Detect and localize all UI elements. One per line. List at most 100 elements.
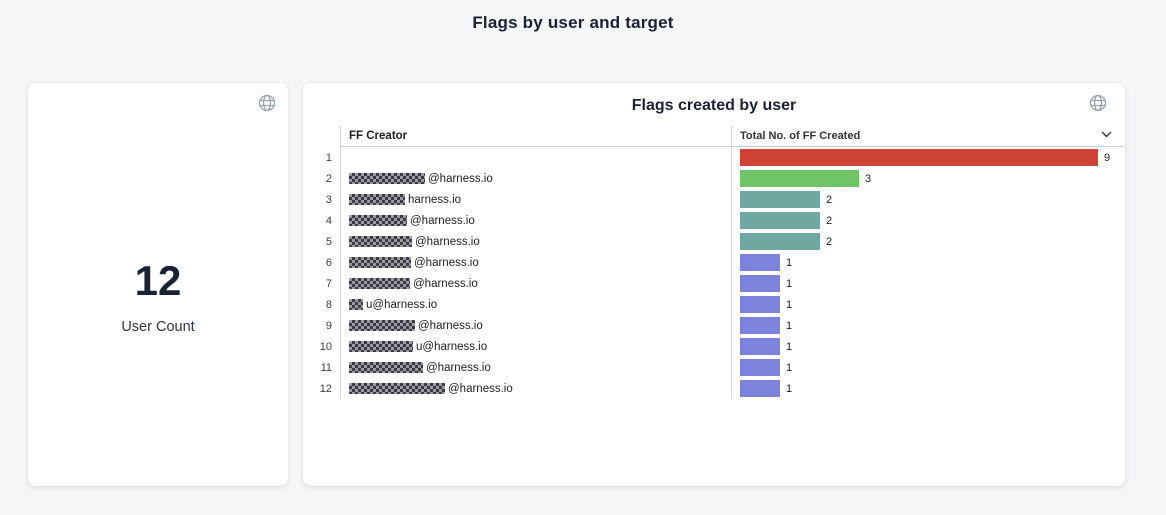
email-text: u@harness.io [366,298,438,311]
redacted-email-segment [349,236,412,247]
table-row: 6 @harness.io 1 [303,252,1124,273]
ff-creator-cell: @harness.io [340,168,731,189]
bar-cell: 3 [731,168,1124,189]
bar[interactable] [740,191,820,208]
chevron-down-icon[interactable] [1101,131,1112,138]
bar[interactable] [740,275,780,292]
tile-title: Flags created by user [631,97,797,114]
row-number: 1 [325,151,332,164]
email-text: @harness.io [418,319,483,332]
globe-icon[interactable] [1088,93,1108,113]
redacted-email-segment [349,173,425,184]
table-row: 12 @harness.io 1 [303,378,1124,399]
bar-cell: 1 [731,273,1124,294]
globe-icon[interactable] [257,93,277,113]
ff-table: FF Creator Total No. of FF Created 1 9 2 [303,126,1124,399]
email-text: @harness.io [415,235,480,248]
email-text: @harness.io [426,361,491,374]
email-text: @harness.io [414,256,479,269]
bar-value-label: 1 [786,340,793,353]
redacted-email-segment [349,383,445,394]
bar-value-label: 1 [786,382,793,395]
bar-cell: 1 [731,357,1124,378]
row-number-header [303,126,340,147]
row-number: 2 [325,172,332,185]
table-row: 9 @harness.io 1 [303,315,1124,336]
bar[interactable] [740,233,820,250]
bar-value-label: 3 [865,172,872,185]
bar[interactable] [740,380,780,397]
table-row: 2 @harness.io 3 [303,168,1124,189]
bar[interactable] [740,170,859,187]
ff-creator-cell: @harness.io [340,252,731,273]
table-row: 4 @harness.io 2 [303,210,1124,231]
user-count-value: 12 [134,257,182,305]
user-count-label: User Count [121,318,195,335]
email-text: @harness.io [413,277,478,290]
redacted-email-segment [349,257,411,268]
bar-value-label: 2 [826,193,833,206]
bar-cell: 1 [731,294,1124,315]
bar-value-label: 1 [786,319,793,332]
bar-value-label: 2 [826,235,833,248]
table-row: 8 u@harness.io 1 [303,294,1124,315]
bar-cell: 1 [731,252,1124,273]
row-number: 5 [325,235,332,248]
row-number: 9 [325,319,332,332]
bar-cell: 2 [731,210,1124,231]
bar[interactable] [740,254,780,271]
redacted-email-segment [349,299,363,310]
ff-creator-cell: @harness.io [340,357,731,378]
bar[interactable] [740,149,1098,166]
bar[interactable] [740,338,780,355]
bar-cell: 9 [731,147,1124,168]
redacted-email-segment [349,341,413,352]
bar-value-label: 1 [786,256,793,269]
row-number: 4 [325,214,332,227]
column-header-label: Total No. of FF Created [740,130,861,142]
ff-creator-cell: @harness.io [340,315,731,336]
row-number: 7 [325,277,332,290]
bar-cell: 2 [731,189,1124,210]
ff-creator-cell: @harness.io [340,273,731,294]
email-text: @harness.io [410,214,475,227]
bar[interactable] [740,296,780,313]
table-body: 1 9 2 @harness.io 3 3 harness.io 2 [303,147,1124,399]
ff-creator-column-header[interactable]: FF Creator [340,126,731,147]
email-text: u@harness.io [416,340,488,353]
bar-value-label: 2 [826,214,833,227]
bar[interactable] [740,317,780,334]
bar[interactable] [740,212,820,229]
table-row: 10 u@harness.io 1 [303,336,1124,357]
table-row: 3 harness.io 2 [303,189,1124,210]
flags-created-by-user-tile: Flags created by user FF Creator Total N… [303,83,1125,486]
bar-value-label: 1 [786,361,793,374]
row-number: 12 [319,382,332,395]
bar[interactable] [740,359,780,376]
table-row: 1 9 [303,147,1124,168]
page-title: Flags by user and target [472,13,674,32]
bar-cell: 2 [731,231,1124,252]
redacted-email-segment [349,215,407,226]
ff-creator-cell [340,147,731,168]
ff-creator-cell: u@harness.io [340,294,731,315]
row-number: 8 [325,298,332,311]
table-row: 11 @harness.io 1 [303,357,1124,378]
row-number: 6 [325,256,332,269]
ff-creator-cell: @harness.io [340,231,731,252]
redacted-email-segment [349,362,423,373]
bar-cell: 1 [731,378,1124,399]
bar-cell: 1 [731,315,1124,336]
table-header-row: FF Creator Total No. of FF Created [303,126,1124,147]
table-row: 5 @harness.io 2 [303,231,1124,252]
bar-cell: 1 [731,336,1124,357]
bar-value-label: 1 [786,277,793,290]
bar-value-label: 9 [1104,151,1111,164]
ff-creator-cell: u@harness.io [340,336,731,357]
redacted-email-segment [349,194,405,205]
total-ff-created-column-header[interactable]: Total No. of FF Created [731,126,1124,147]
email-text: @harness.io [448,382,513,395]
ff-creator-cell: harness.io [340,189,731,210]
redacted-email-segment [349,278,410,289]
row-number: 3 [325,193,332,206]
